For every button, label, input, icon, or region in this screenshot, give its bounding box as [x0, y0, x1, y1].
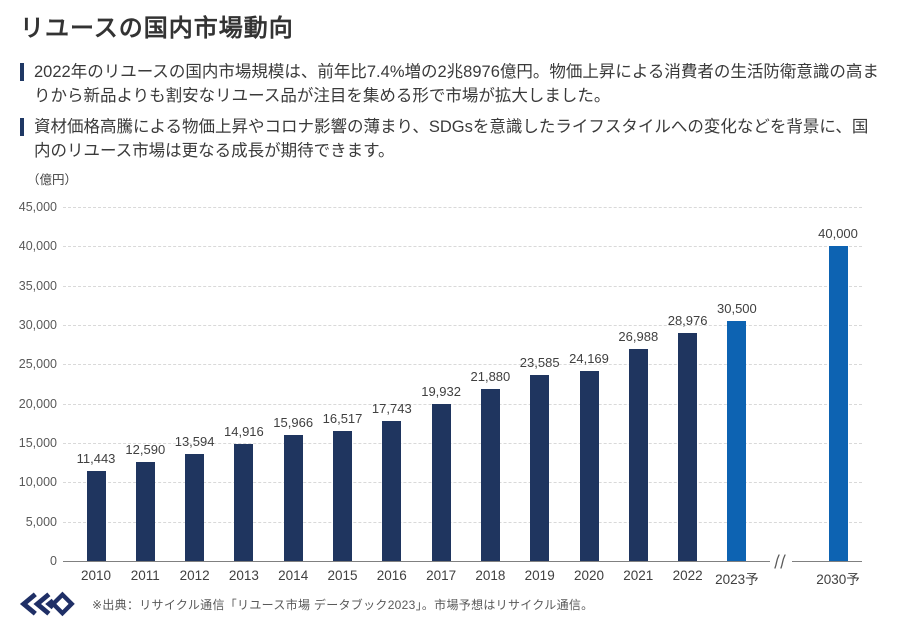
bar-value-label: 16,517	[322, 411, 363, 426]
bar-2014	[283, 435, 303, 561]
plot-area: 11,443 2010 12,590 2011 13,594 2012 14,916 2013…	[63, 207, 862, 587]
x-tick-label: 2012	[179, 568, 210, 583]
bar-value-label: 24,169	[569, 351, 609, 366]
bar-value-label: 40,000	[818, 226, 858, 241]
bar-2019	[530, 375, 550, 561]
bar-value-label: 30,500	[717, 301, 757, 316]
y-tick-label: 5,000	[25, 514, 57, 529]
bullet-marker	[20, 118, 24, 136]
y-tick-label: 20,000	[18, 396, 57, 411]
bar-2021	[628, 349, 648, 561]
x-tick-label: 2020	[573, 568, 605, 583]
bullet-item: 2022年のリユースの国内市場規模は、前年比7.4%増の2兆8976億円。物価上…	[20, 60, 882, 108]
x-tick-label: 2017	[426, 568, 457, 583]
bar-value-label: 15,966	[273, 415, 314, 430]
x-tick-label: 2011	[130, 568, 160, 583]
y-tick-label: 40,000	[18, 239, 57, 254]
gridline	[63, 207, 862, 208]
bar-2030予	[828, 246, 848, 561]
bar-2011	[135, 462, 155, 561]
gridline	[63, 521, 862, 523]
bar-2022	[678, 333, 698, 561]
x-tick-label: 2014	[278, 568, 309, 583]
x-tick-label: 2016	[376, 568, 407, 583]
bar-value-label: 19,932	[421, 384, 461, 399]
bar-value-label: 23,585	[519, 355, 560, 370]
bar-value-label: 21,880	[470, 369, 511, 384]
bullet-item: 資材価格高騰による物価上昇やコロナ影響の薄まり、SDGsを意識したライフスタイル…	[20, 115, 882, 163]
gridline	[63, 285, 862, 287]
bar-2016	[382, 421, 402, 561]
y-tick-label: 0	[50, 554, 57, 568]
bar-2012	[185, 454, 205, 561]
gridline	[63, 482, 862, 484]
bar-value-label: 12,590	[125, 442, 166, 457]
x-tick-label: 2023予	[715, 572, 759, 587]
x-axis-line	[63, 561, 862, 562]
y-tick-label: 25,000	[18, 357, 57, 372]
bullet-text: 資材価格高騰による物価上昇やコロナ影響の薄まり、SDGsを意識したライフスタイル…	[34, 118, 869, 160]
bar-2017	[431, 404, 451, 561]
gridline	[63, 325, 862, 326]
bar-2023予	[727, 321, 747, 561]
y-tick-label: 45,000	[18, 200, 57, 214]
x-tick-label: 2015	[327, 568, 358, 583]
gridline	[63, 443, 862, 444]
x-tick-label: 2021	[623, 568, 654, 583]
x-tick-label: 2019	[524, 568, 555, 583]
gridline	[63, 246, 862, 248]
bar-value-label: 11,443	[76, 451, 116, 466]
axis-break-icon	[770, 554, 792, 569]
bar-2015	[333, 431, 352, 561]
y-tick-label: 30,000	[18, 318, 57, 332]
bar-2020	[579, 371, 599, 561]
x-tick-label: 2030予	[816, 572, 860, 587]
gridline	[63, 364, 862, 366]
bar-2018	[480, 389, 500, 561]
footer: ※出典：リサイクル通信「リユース市場 データブック2023」。市場予想はリサイク…	[14, 589, 594, 619]
y-axis-unit-label: （億円）	[27, 173, 78, 187]
y-tick-label: 15,000	[18, 436, 57, 450]
x-tick-label: 2010	[80, 568, 112, 583]
bar-2010	[86, 471, 106, 561]
bullet-marker	[20, 63, 24, 81]
x-tick-label: 2013	[228, 568, 259, 583]
source-note: ※出典：リサイクル通信「リユース市場 データブック2023」。市場予想はリサイク…	[92, 597, 594, 612]
bar-value-label: 13,594	[174, 434, 215, 449]
x-tick-label: 2018	[475, 568, 506, 583]
y-tick-label: 10,000	[18, 475, 57, 490]
x-tick-label: 2022	[672, 568, 703, 583]
bar-2013	[234, 444, 254, 561]
bar-value-label: 28,976	[667, 313, 708, 328]
y-tick-label: 35,000	[18, 278, 57, 293]
bar-value-label: 14,916	[224, 424, 264, 439]
geo-logo	[19, 591, 75, 617]
bar-value-label: 26,988	[618, 329, 659, 344]
gridline	[63, 403, 862, 405]
bullet-text: 2022年のリユースの国内市場規模は、前年比7.4%増の2兆8976億円。物価上…	[34, 63, 879, 105]
bar-value-label: 17,743	[371, 401, 412, 416]
page-title: リユースの国内市場動向	[20, 15, 294, 42]
